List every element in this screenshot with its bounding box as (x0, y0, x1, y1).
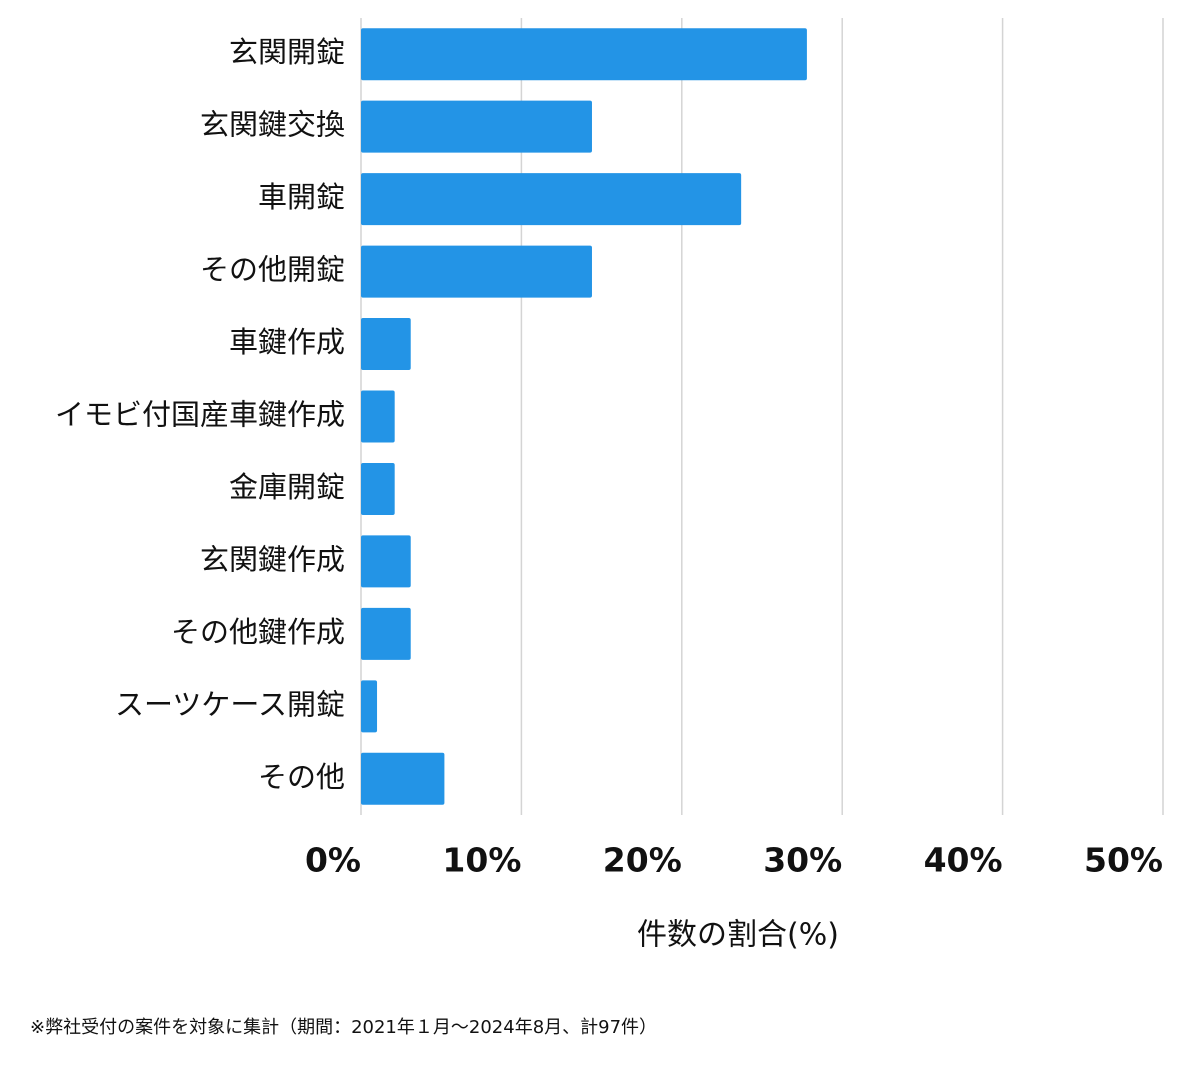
x-axis-title: 件数の割合(%) (637, 918, 839, 953)
y-tick-label: 金庫開錠 (229, 470, 345, 504)
bar (361, 535, 411, 588)
x-tick-label: 50% (1084, 841, 1163, 880)
bar (361, 680, 378, 733)
y-tick-label: イモビ付国産車鍵作成 (55, 398, 345, 432)
y-tick-label: その他開錠 (200, 253, 345, 287)
y-tick-label: 玄関鍵交換 (200, 108, 345, 142)
x-tick-label: 10% (442, 841, 521, 880)
y-tick-label: その他 (258, 760, 345, 794)
bar (361, 28, 807, 81)
x-tick-label: 0% (305, 841, 361, 880)
bar (361, 752, 445, 805)
bar (361, 100, 592, 153)
bar (361, 245, 592, 298)
y-tick-label: 玄関鍵作成 (200, 542, 345, 576)
bar (361, 462, 395, 515)
y-tick-label: 車開錠 (258, 180, 345, 214)
y-tick-label: 玄関開錠 (229, 35, 345, 69)
bar (361, 607, 411, 660)
bar (361, 318, 411, 371)
x-tick-label: 20% (603, 841, 682, 880)
x-tick-label: 30% (763, 841, 842, 880)
y-tick-label: 車鍵作成 (229, 325, 345, 359)
y-tick-label: その他鍵作成 (171, 615, 345, 649)
bar (361, 390, 395, 443)
bar (361, 173, 742, 226)
y-tick-label: スーツケース開錠 (115, 687, 345, 721)
footnote: ※弊社受付の案件を対象に集計（期間：2021年１月～2024年8月、計97件） (30, 1017, 657, 1038)
x-tick-label: 40% (924, 841, 1003, 880)
